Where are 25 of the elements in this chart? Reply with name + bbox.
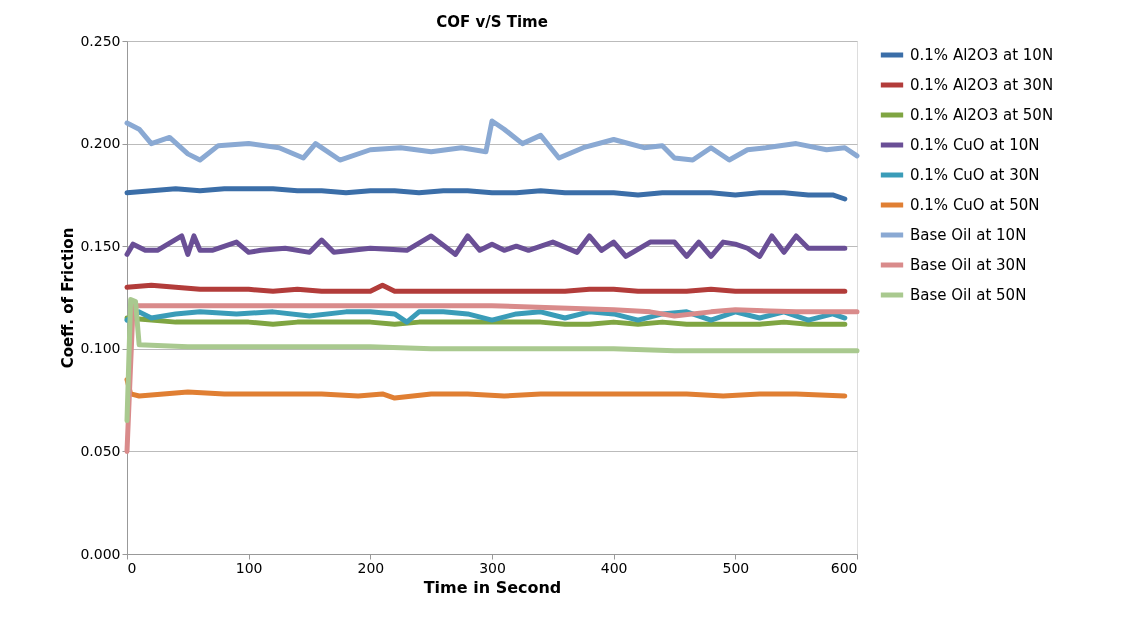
legend-label: 0.1% Al2O3 at 30N — [910, 76, 1054, 94]
x-tick-label: 0 — [127, 559, 137, 576]
x-tick-label: 200 — [357, 559, 385, 576]
y-tick-label: 0.100 — [80, 340, 121, 357]
x-tick-label: 100 — [235, 559, 263, 576]
y-axis-title: Coeff. of Friction — [59, 227, 78, 369]
legend-label: 0.1% CuO at 30N — [910, 166, 1040, 184]
legend-label: 0.1% Al2O3 at 10N — [910, 46, 1054, 64]
y-tick-label: 0.200 — [80, 135, 121, 152]
chart-title: COF v/S Time — [436, 13, 548, 31]
legend-label: 0.1% CuO at 10N — [910, 136, 1040, 154]
x-tick-label: 400 — [600, 559, 628, 576]
y-tick-label: 0.250 — [80, 32, 121, 49]
legend-label: 0.1% CuO at 50N — [910, 196, 1040, 214]
x-tick-label: 500 — [722, 559, 750, 576]
x-tick-label: 300 — [479, 559, 506, 576]
y-tick-label: 0.150 — [80, 237, 121, 254]
legend-label: Base Oil at 10N — [910, 226, 1027, 244]
legend-label: Base Oil at 50N — [910, 286, 1027, 304]
y-tick-label: 0.050 — [80, 442, 121, 459]
y-tick-label: 0.000 — [80, 545, 121, 562]
legend-label: 0.1% Al2O3 at 50N — [910, 106, 1054, 124]
x-axis-title: Time in Second — [423, 577, 562, 597]
x-tick-label: 600 — [830, 559, 858, 576]
legend-label: Base Oil at 30N — [910, 256, 1027, 274]
